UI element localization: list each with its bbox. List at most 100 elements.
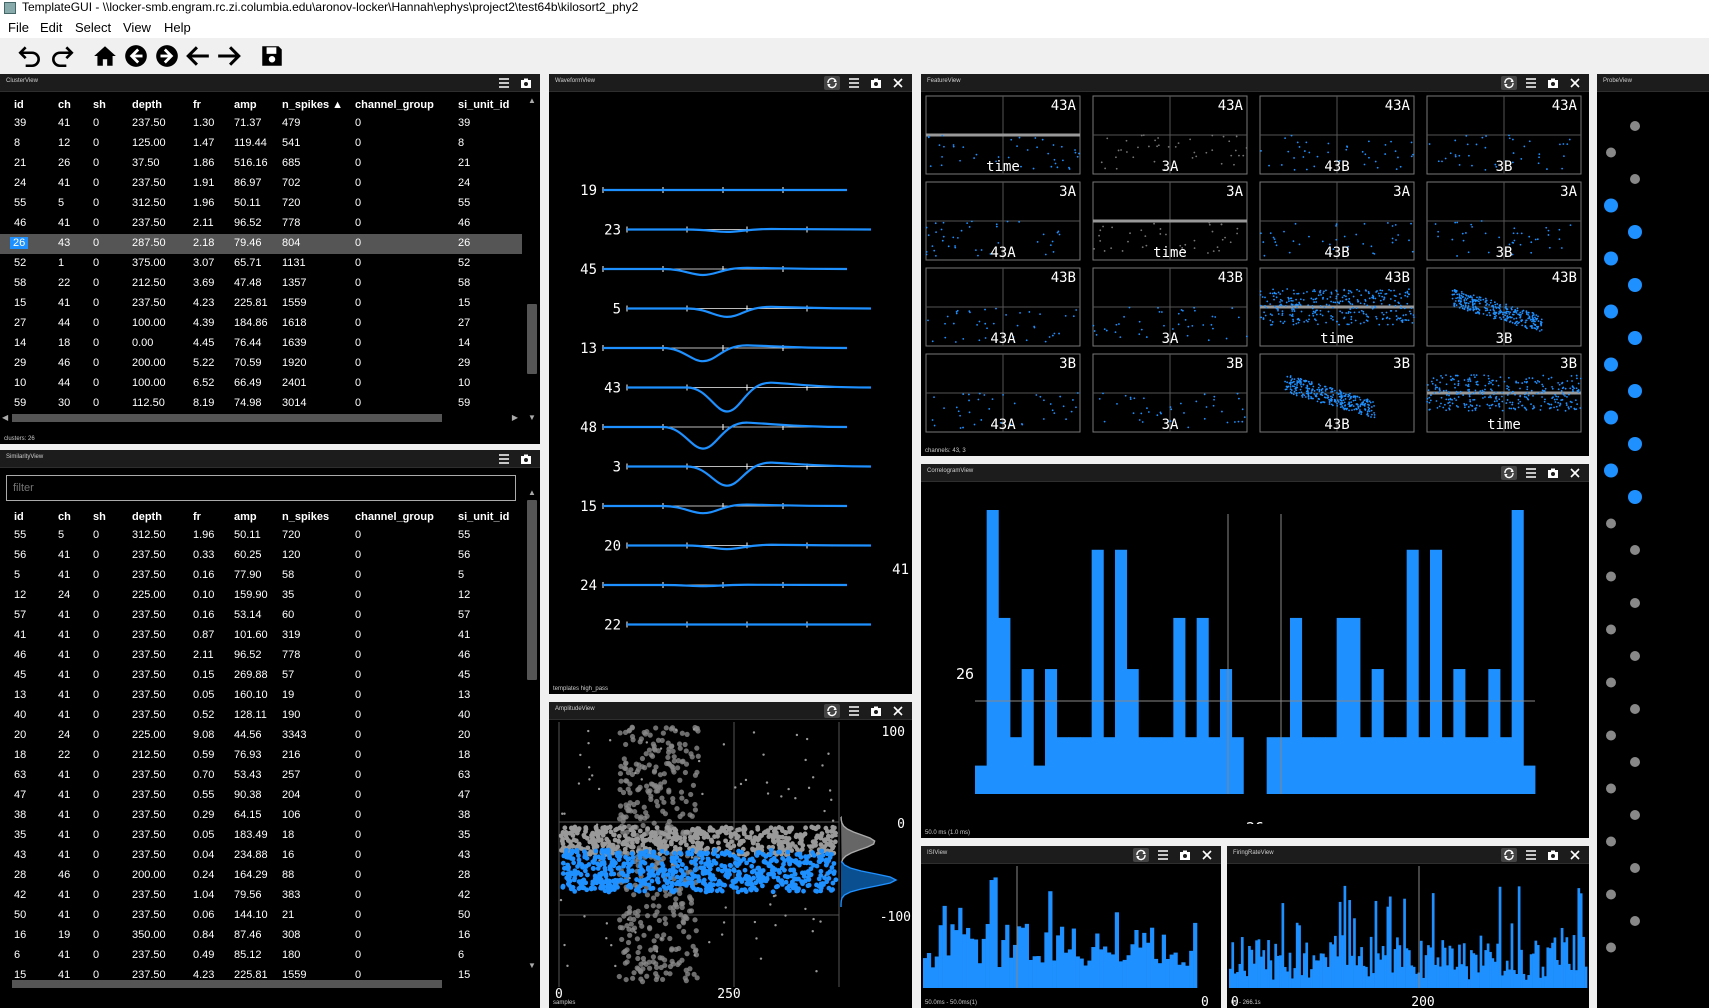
table-row[interactable]: 8 12 0 125.00 1.47 119.44 541 0 8 <box>0 134 522 154</box>
table-row[interactable]: 5 41 0 237.50 0.16 77.90 58 0 5 <box>0 566 522 586</box>
camera-icon[interactable] <box>1177 848 1193 862</box>
menu-help[interactable]: Help <box>164 20 191 35</box>
table-row[interactable]: 55 5 0 312.50 1.96 50.11 720 0 55 <box>0 526 522 546</box>
column-header[interactable]: amp <box>234 99 257 111</box>
column-header[interactable]: depth <box>132 99 162 111</box>
refresh-icon[interactable] <box>1501 76 1517 90</box>
table-row[interactable]: 47 41 0 237.50 0.55 90.38 204 0 47 <box>0 786 522 806</box>
column-header[interactable]: ch <box>58 511 71 523</box>
refresh-icon[interactable] <box>824 76 840 90</box>
menu-icon[interactable] <box>1523 848 1539 862</box>
menu-icon[interactable] <box>496 452 512 466</box>
column-header[interactable]: si_unit_id <box>458 511 510 523</box>
table-row[interactable]: 10 44 0 100.00 6.52 66.49 2401 0 10 <box>0 374 522 394</box>
column-header[interactable]: channel_group <box>355 99 434 111</box>
left-arrow-icon[interactable] <box>184 42 212 70</box>
table-row[interactable]: 42 41 0 237.50 1.04 79.56 383 0 42 <box>0 886 522 906</box>
forward-circle-icon[interactable] <box>153 42 181 70</box>
filter-input[interactable] <box>6 475 516 501</box>
camera-icon[interactable] <box>868 704 884 718</box>
table-row[interactable]: 18 22 0 212.50 0.59 76.93 216 0 18 <box>0 746 522 766</box>
table-row[interactable]: 12 24 0 225.00 0.10 159.90 35 0 12 <box>0 586 522 606</box>
column-header[interactable]: amp <box>234 511 257 523</box>
cluster-horizontal-scrollbar[interactable]: ◀ ▶ <box>0 412 522 424</box>
column-header[interactable]: sh <box>93 511 106 523</box>
table-row[interactable]: 27 44 0 100.00 4.39 184.86 1618 0 27 <box>0 314 522 334</box>
camera-icon[interactable] <box>1545 848 1561 862</box>
similarity-vertical-scrollbar[interactable]: ▲ ▼ <box>524 486 540 972</box>
table-row[interactable]: 6 41 0 237.50 0.49 85.12 180 0 6 <box>0 946 522 966</box>
camera-icon[interactable] <box>868 76 884 90</box>
table-row[interactable]: 28 46 0 200.00 0.24 164.29 88 0 28 <box>0 866 522 886</box>
table-row[interactable]: 55 5 0 312.50 1.96 50.11 720 0 55 <box>0 194 522 214</box>
feature-plot[interactable]: 43Atime43A3A43A43B43A3B3A43A3Atime3A43B3… <box>921 94 1589 444</box>
cluster-vertical-scrollbar[interactable]: ▲ ▼ <box>524 94 540 424</box>
amplitude-plot[interactable]: 100 0 -100 0 250 <box>549 722 912 1008</box>
camera-icon[interactable] <box>518 76 534 90</box>
table-row[interactable]: 52 1 0 375.00 3.07 65.71 1131 0 52 <box>0 254 522 274</box>
undo-icon[interactable] <box>16 42 44 70</box>
column-header[interactable]: channel_group <box>355 511 434 523</box>
close-icon[interactable] <box>890 704 906 718</box>
scroll-thumb[interactable] <box>12 980 442 988</box>
refresh-icon[interactable] <box>1133 848 1149 862</box>
column-header[interactable]: fr <box>193 511 201 523</box>
menu-icon[interactable] <box>496 76 512 90</box>
similarity-horizontal-scrollbar[interactable] <box>0 978 522 990</box>
table-row[interactable]: 15 41 0 237.50 4.23 225.81 1559 0 15 <box>0 294 522 314</box>
camera-icon[interactable] <box>518 452 534 466</box>
table-row[interactable]: 39 41 0 237.50 1.30 71.37 479 0 39 <box>0 114 522 134</box>
scroll-right-icon[interactable]: ▶ <box>511 413 518 422</box>
menu-icon[interactable] <box>846 76 862 90</box>
menu-select[interactable]: Select <box>75 20 112 35</box>
refresh-icon[interactable] <box>1501 848 1517 862</box>
column-header[interactable]: si_unit_id <box>458 99 510 111</box>
close-icon[interactable] <box>1199 848 1215 862</box>
close-icon[interactable] <box>1567 466 1583 480</box>
menu-file[interactable]: File <box>8 20 29 35</box>
home-icon[interactable] <box>91 42 119 70</box>
menu-edit[interactable]: Edit <box>40 20 63 35</box>
table-row[interactable]: 16 19 0 350.00 0.84 87.46 308 0 16 <box>0 926 522 946</box>
save-icon[interactable] <box>258 42 286 70</box>
table-row[interactable]: 26 43 0 287.50 2.18 79.46 804 0 26 <box>0 234 522 254</box>
table-row[interactable]: 29 46 0 200.00 5.22 70.59 1920 0 29 <box>0 354 522 374</box>
table-row[interactable]: 21 26 0 37.50 1.86 516.16 685 0 21 <box>0 154 522 174</box>
scroll-thumb[interactable] <box>527 304 537 374</box>
close-icon[interactable] <box>1567 76 1583 90</box>
scroll-up-icon[interactable]: ▲ <box>528 488 536 497</box>
table-row[interactable]: 46 41 0 237.50 2.11 96.52 778 0 46 <box>0 214 522 234</box>
table-row[interactable]: 41 41 0 237.50 0.87 101.60 319 0 41 <box>0 626 522 646</box>
probe-plot[interactable] <box>1597 94 1709 1008</box>
table-row[interactable]: 20 24 0 225.00 9.08 44.56 3343 0 20 <box>0 726 522 746</box>
firing-rate-plot[interactable]: 0 200 <box>1227 866 1589 1008</box>
column-header[interactable]: n_spikes ▲ <box>282 99 344 111</box>
scroll-up-icon[interactable]: ▲ <box>528 96 536 105</box>
isi-plot[interactable]: 0 <box>921 866 1221 1008</box>
column-header[interactable]: id <box>14 99 24 111</box>
menu-icon[interactable] <box>1523 466 1539 480</box>
column-header[interactable]: sh <box>93 99 106 111</box>
menu-icon[interactable] <box>846 704 862 718</box>
table-row[interactable]: 63 41 0 237.50 0.70 53.43 257 0 63 <box>0 766 522 786</box>
table-row[interactable]: 40 41 0 237.50 0.52 128.11 190 0 40 <box>0 706 522 726</box>
refresh-icon[interactable] <box>1501 466 1517 480</box>
scroll-left-icon[interactable]: ◀ <box>2 413 9 422</box>
column-header[interactable]: id <box>14 511 24 523</box>
scroll-thumb[interactable] <box>527 500 537 680</box>
column-header[interactable]: n_spikes <box>282 511 330 523</box>
camera-icon[interactable] <box>1545 76 1561 90</box>
table-row[interactable]: 38 41 0 237.50 0.29 64.15 106 0 38 <box>0 806 522 826</box>
menu-icon[interactable] <box>1155 848 1171 862</box>
correlogram-plot[interactable]: 26 26 <box>921 484 1589 824</box>
table-row[interactable]: 13 41 0 237.50 0.05 160.10 19 0 13 <box>0 686 522 706</box>
scroll-down-icon[interactable]: ▼ <box>528 961 536 970</box>
scroll-thumb[interactable] <box>12 414 442 422</box>
close-icon[interactable] <box>890 76 906 90</box>
refresh-icon[interactable] <box>824 704 840 718</box>
table-row[interactable]: 43 41 0 237.50 0.04 234.88 16 0 43 <box>0 846 522 866</box>
redo-icon[interactable] <box>48 42 76 70</box>
column-header[interactable]: ch <box>58 99 71 111</box>
table-row[interactable]: 56 41 0 237.50 0.33 60.25 120 0 56 <box>0 546 522 566</box>
